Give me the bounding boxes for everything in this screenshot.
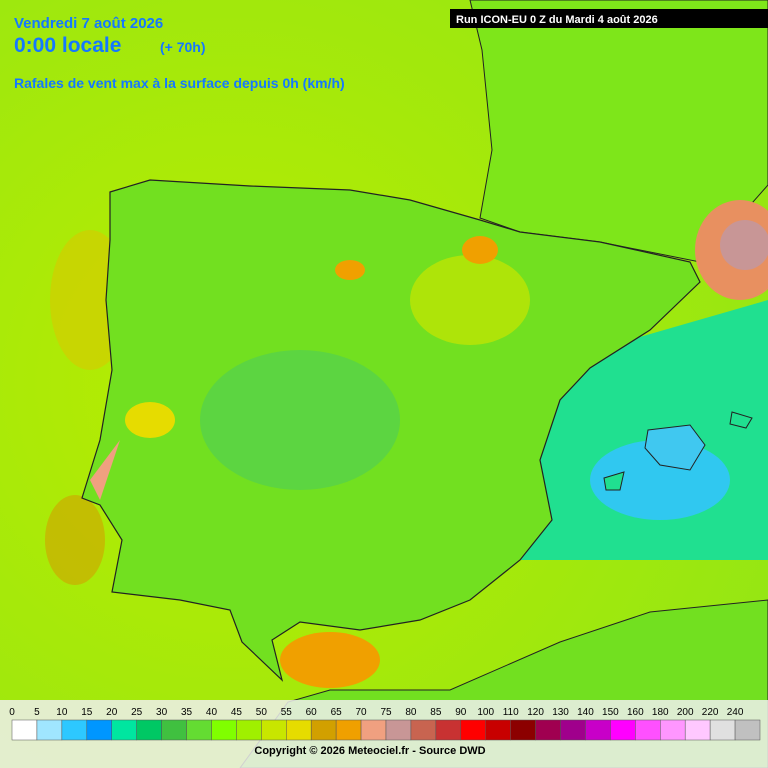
island <box>644 424 706 471</box>
legend-box <box>36 719 63 741</box>
legend-label: 130 <box>552 707 569 718</box>
gust-area <box>462 236 498 264</box>
gust-area <box>720 220 768 270</box>
legend-box <box>510 719 536 741</box>
legend-label: 25 <box>131 707 143 718</box>
legend-box <box>261 719 287 741</box>
legend-box <box>435 719 462 741</box>
legend-label: 30 <box>156 707 168 718</box>
legend-label: 60 <box>306 707 318 718</box>
legend-label: 160 <box>627 707 644 718</box>
copyright: Copyright © 2026 Meteociel.fr - Source D… <box>254 745 485 757</box>
legend-label: 100 <box>477 707 494 718</box>
legend-label: 85 <box>430 707 442 718</box>
legend-label: 50 <box>256 707 268 718</box>
legend-box <box>186 719 212 741</box>
gust-area <box>410 255 530 345</box>
legend-label: 15 <box>81 707 93 718</box>
legend-label: 20 <box>106 707 118 718</box>
legend-box <box>610 719 636 741</box>
legend: 0 5 10 15 20 25 30 35 40 45 50 55 60 65 70 75 80 85 90 100 1… <box>9 707 761 741</box>
legend-label: 240 <box>727 707 744 718</box>
legend-box <box>86 719 112 741</box>
legend-label: 140 <box>577 707 594 718</box>
legend-label: 75 <box>380 707 392 718</box>
legend-box <box>410 719 437 741</box>
legend-box <box>684 719 711 741</box>
legend-label: 70 <box>356 707 368 718</box>
island <box>729 411 753 429</box>
legend-box <box>635 719 661 741</box>
legend-box <box>335 719 362 741</box>
legend-box <box>460 719 486 741</box>
legend-label: 120 <box>527 707 544 718</box>
field-title: Rafales de vent max à la surface depuis … <box>14 75 345 91</box>
legend-label: 35 <box>181 707 193 718</box>
run-info: Run ICON-EU 0 Z du Mardi 4 août 2026 <box>456 14 658 26</box>
legend-box <box>485 719 511 741</box>
legend-box <box>360 719 387 741</box>
run-box <box>450 9 768 28</box>
legend-box <box>11 719 38 741</box>
legend-label: 45 <box>231 707 243 718</box>
date: Vendredi 7 août 2026 <box>14 15 163 32</box>
legend-box <box>136 719 162 741</box>
legend-box <box>535 719 561 741</box>
legend-label: 80 <box>405 707 417 718</box>
gust-area <box>200 350 400 490</box>
legend-label: 90 <box>455 707 467 718</box>
legend-box <box>560 719 586 741</box>
legend-label: 40 <box>206 707 218 718</box>
gust-area <box>45 495 105 585</box>
legend-box <box>286 719 312 741</box>
legend-box <box>211 719 237 741</box>
legend-box <box>385 719 412 741</box>
legend-label: 150 <box>602 707 619 718</box>
gust-area <box>125 402 175 438</box>
legend-label: 65 <box>331 707 343 718</box>
legend-label: 0 <box>9 707 15 718</box>
legend-box <box>734 719 761 741</box>
legend-label: 200 <box>677 707 694 718</box>
legend-box <box>585 719 611 741</box>
legend-label: 5 <box>34 707 40 718</box>
gust-area <box>335 260 365 280</box>
gust-area <box>90 440 120 500</box>
legend-box <box>660 719 686 741</box>
legend-label: 110 <box>503 707 519 718</box>
lead-time: (+ 70h) <box>160 39 206 55</box>
legend-label: 180 <box>652 707 669 718</box>
legend-box <box>236 719 262 741</box>
gust-area <box>280 632 380 688</box>
legend-box <box>310 719 337 741</box>
legend-label: 220 <box>702 707 719 718</box>
legend-label: 55 <box>281 707 293 718</box>
legend-box <box>61 719 88 741</box>
legend-box <box>161 719 187 741</box>
legend-box <box>709 719 736 741</box>
legend-box <box>111 719 137 741</box>
legend-label: 10 <box>56 707 68 718</box>
island <box>603 471 625 491</box>
time: 0:00 locale <box>14 34 121 57</box>
